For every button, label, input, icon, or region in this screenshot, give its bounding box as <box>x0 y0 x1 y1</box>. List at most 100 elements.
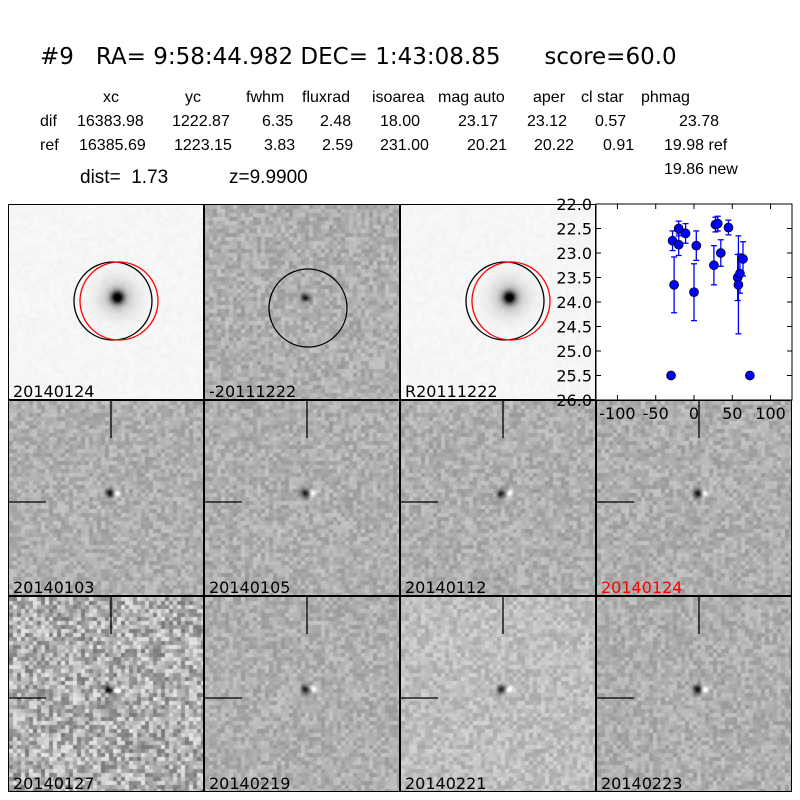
x-tick-label: 100 <box>755 404 786 423</box>
data-point <box>666 370 676 381</box>
ref-cl-star: 0.91 <box>603 137 635 154</box>
dif-aper: 23.12 <box>527 113 568 130</box>
ref-fwhm: 3.83 <box>264 137 296 154</box>
stamp-epoch: 20140124 <box>596 400 792 596</box>
y-tick-label: 22.5 <box>556 220 592 239</box>
stamp-date-label: 20140223 <box>601 774 683 792</box>
stamp-epoch: 20140103 <box>8 400 204 596</box>
stamp-date-label: 20140127 <box>13 774 95 792</box>
data-point <box>669 279 679 290</box>
stamp-date-label: 20140221 <box>405 774 487 792</box>
x-tick-label: 0 <box>689 404 699 423</box>
ref-phmag: 19.98 ref <box>664 137 728 154</box>
ref-mag-auto: 20.21 <box>467 137 508 154</box>
reference-circle <box>471 261 551 341</box>
stamp-epoch: 20140219 <box>204 596 400 792</box>
ref-aper: 20.22 <box>534 137 575 154</box>
x-tick-label: 50 <box>722 404 742 423</box>
data-point <box>712 218 723 229</box>
stamp-epoch: 20140223 <box>596 596 792 792</box>
ref-yc: 1223.15 <box>174 137 232 154</box>
stamp-image <box>597 401 791 595</box>
stamp-image <box>401 401 595 595</box>
aperture-circle <box>73 261 153 341</box>
stamp-image <box>9 401 203 595</box>
stamp-image <box>9 205 203 399</box>
y-tick-label: 24.5 <box>556 318 592 337</box>
stamp-diff: -20111222 <box>204 204 400 400</box>
dif-fwhm: 6.35 <box>262 113 294 130</box>
ref-xc: 16385.69 <box>79 137 146 154</box>
aperture-circle <box>268 268 348 348</box>
y-tick-label: 25.5 <box>556 367 592 386</box>
dif-phmag: 23.78 <box>679 113 720 130</box>
stamp-date-label: 20140124 <box>601 578 683 596</box>
stamp-epoch: 20140112 <box>400 400 596 596</box>
data-point <box>738 254 748 264</box>
header-fwhm: fwhm <box>246 89 285 106</box>
stamp-image <box>205 401 399 595</box>
data-point <box>745 370 755 381</box>
data-point <box>689 287 699 298</box>
data-point <box>733 279 744 290</box>
data-point <box>673 239 684 250</box>
x-tick-label: -50 <box>643 404 669 423</box>
stamp-date-label: 20140112 <box>405 578 487 596</box>
stamp-date-label: 20140124 <box>13 382 95 400</box>
aperture-circle <box>465 261 545 341</box>
dif-yc: 1222.87 <box>172 113 230 130</box>
header-xc: xc <box>103 89 119 106</box>
stamp-image <box>597 597 791 791</box>
stamp-epoch: 20140127 <box>8 596 204 792</box>
stamp-date-label: 20140105 <box>209 578 291 596</box>
dif-mag-auto: 23.17 <box>458 113 499 130</box>
new-phmag: 19.86 new <box>664 161 738 178</box>
y-tick-label: 25.0 <box>556 342 592 361</box>
stamp-epoch: 20140221 <box>400 596 596 792</box>
ref-isoarea: 231.00 <box>380 137 429 154</box>
stamp-ref: R20111222 <box>400 204 596 400</box>
y-tick-label: 22.0 <box>556 195 592 214</box>
header-cl-star: cl star <box>581 89 624 106</box>
x-tick-label: -100 <box>599 404 635 423</box>
z-value: z=9.9900 <box>229 167 308 188</box>
header-yc: yc <box>185 89 201 106</box>
stamp-epoch: 20140105 <box>204 400 400 596</box>
header-phmag: phmag <box>641 89 690 106</box>
dist-value: dist= 1.73 <box>80 167 169 188</box>
header-mag-auto: mag auto <box>438 89 505 106</box>
dif-fluxrad: 2.48 <box>320 113 352 130</box>
dif-cl-star: 0.57 <box>595 113 627 130</box>
header-fluxrad: fluxrad <box>302 89 351 106</box>
data-point <box>723 222 734 233</box>
lightcurve-plot: 22.0 22.5 23.0 23.5 24.0 24.5 25.0 25.5 26.0 -100… <box>556 195 793 423</box>
stamp-image <box>9 597 203 791</box>
stamp-date-label: 20140103 <box>13 578 95 596</box>
y-tick-label: 23.0 <box>556 244 592 263</box>
data-point <box>673 223 684 234</box>
stamp-date-label: R20111222 <box>405 382 498 400</box>
stamp-image <box>205 205 399 399</box>
data-point <box>691 240 702 251</box>
ref-fluxrad: 2.59 <box>322 137 354 154</box>
data-point <box>715 248 726 258</box>
stamp-date-label: 20140219 <box>209 774 291 792</box>
stamp-image <box>205 597 399 791</box>
y-tick-label: 24.0 <box>556 293 592 312</box>
data-point <box>680 228 691 239</box>
row-ref-label: ref <box>40 137 59 154</box>
y-tick-label: 26.0 <box>556 391 592 410</box>
y-tick-label: 23.5 <box>556 269 592 288</box>
stamp-image <box>401 205 595 399</box>
row-dif-label: dif <box>40 113 57 130</box>
header-isoarea: isoarea <box>372 89 425 106</box>
stamp-image <box>401 597 595 791</box>
stamp-date-label: -20111222 <box>209 382 297 400</box>
dif-isoarea: 18.00 <box>380 113 421 130</box>
candidate-title: #9 RA= 9:58:44.982 DEC= 1:43:08.85 score… <box>40 44 677 70</box>
data-point <box>709 260 719 271</box>
reference-circle <box>79 261 159 341</box>
header-aper: aper <box>533 89 566 106</box>
dif-xc: 16383.98 <box>77 113 144 130</box>
